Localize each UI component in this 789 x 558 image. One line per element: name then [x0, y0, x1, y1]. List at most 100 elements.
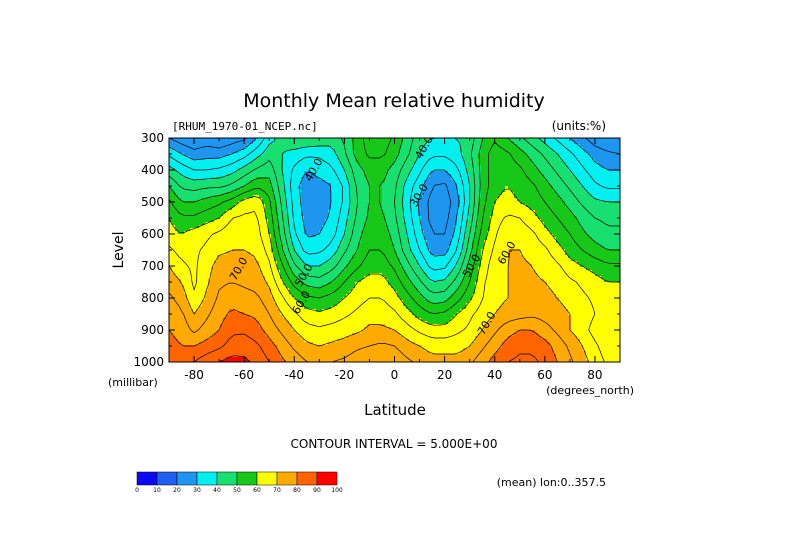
- field-cell: [199, 174, 203, 178]
- field-cell: [271, 171, 275, 175]
- field-cell: [511, 168, 515, 172]
- field-cell: [181, 186, 185, 190]
- field-cell: [589, 219, 593, 223]
- field-cell: [352, 201, 356, 205]
- field-cell: [505, 231, 509, 235]
- field-cell: [421, 210, 425, 214]
- field-cell: [523, 144, 527, 148]
- field-cell: [385, 213, 389, 217]
- field-cell: [199, 204, 203, 208]
- field-cell: [532, 180, 536, 184]
- field-cell: [343, 234, 347, 238]
- field-cell: [286, 234, 290, 238]
- field-cell: [532, 165, 536, 169]
- field-cell: [238, 180, 242, 184]
- field-cell: [169, 228, 173, 232]
- field-cell: [601, 171, 605, 175]
- field-cell: [457, 192, 461, 196]
- field-cell: [529, 156, 533, 160]
- field-cell: [463, 144, 467, 148]
- field-cell: [331, 195, 335, 199]
- field-cell: [331, 144, 335, 148]
- field-cell: [220, 180, 224, 184]
- field-cell: [355, 174, 359, 178]
- field-cell: [241, 234, 245, 238]
- field-cell: [295, 168, 299, 172]
- field-cell: [217, 219, 221, 223]
- field-cell: [352, 213, 356, 217]
- field-cell: [550, 147, 554, 151]
- field-cell: [412, 186, 416, 190]
- field-cell: [505, 201, 509, 205]
- field-cell: [511, 192, 515, 196]
- field-cell: [361, 204, 365, 208]
- field-cell: [304, 174, 308, 178]
- field-cell: [361, 144, 365, 148]
- field-cell: [463, 141, 467, 145]
- field-cell: [598, 138, 602, 142]
- field-cell: [520, 177, 524, 181]
- field-cell: [460, 189, 464, 193]
- field-cell: [586, 168, 590, 172]
- field-cell: [556, 192, 560, 196]
- field-cell: [367, 198, 371, 202]
- field-cell: [451, 147, 455, 151]
- field-cell: [580, 231, 584, 235]
- field-cell: [604, 153, 608, 157]
- field-cell: [379, 198, 383, 202]
- field-cell: [232, 168, 236, 172]
- field-cell: [490, 201, 494, 205]
- field-cell: [385, 144, 389, 148]
- field-cell: [427, 210, 431, 214]
- field-cell: [295, 165, 299, 169]
- field-cell: [250, 225, 254, 229]
- field-cell: [187, 138, 191, 142]
- field-cell: [316, 141, 320, 145]
- field-cell: [247, 180, 251, 184]
- field-cell: [277, 180, 281, 184]
- field-cell: [610, 222, 614, 226]
- field-cell: [202, 222, 206, 226]
- field-cell: [409, 219, 413, 223]
- field-cell: [535, 210, 539, 214]
- field-cell: [328, 186, 332, 190]
- field-cell: [319, 141, 323, 145]
- field-cell: [301, 201, 305, 205]
- field-cell: [226, 192, 230, 196]
- field-cell: [292, 213, 296, 217]
- field-cell: [175, 147, 179, 151]
- field-cell: [559, 192, 563, 196]
- field-cell: [391, 159, 395, 163]
- field-cell: [415, 201, 419, 205]
- field-cell: [529, 171, 533, 175]
- field-cell: [547, 198, 551, 202]
- field-cell: [370, 138, 374, 142]
- field-cell: [226, 168, 230, 172]
- field-cell: [235, 222, 239, 226]
- field-cell: [592, 186, 596, 190]
- field-cell: [337, 141, 341, 145]
- field-cell: [256, 213, 260, 217]
- field-cell: [418, 222, 422, 226]
- field-cell: [337, 207, 341, 211]
- field-cell: [208, 144, 212, 148]
- field-cell: [268, 216, 272, 220]
- field-cell: [577, 168, 581, 172]
- field-cell: [388, 150, 392, 154]
- field-cell: [523, 192, 527, 196]
- field-cell: [586, 162, 590, 166]
- field-cell: [175, 231, 179, 235]
- field-cell: [370, 201, 374, 205]
- field-cell: [358, 138, 362, 142]
- field-cell: [193, 219, 197, 223]
- field-cell: [256, 171, 260, 175]
- field-cell: [196, 210, 200, 214]
- field-cell: [601, 153, 605, 157]
- field-cell: [412, 219, 416, 223]
- field-cell: [211, 180, 215, 184]
- field-cell: [178, 150, 182, 154]
- field-cell: [478, 147, 482, 151]
- field-cell: [316, 210, 320, 214]
- field-cell: [412, 153, 416, 157]
- field-cell: [196, 231, 200, 235]
